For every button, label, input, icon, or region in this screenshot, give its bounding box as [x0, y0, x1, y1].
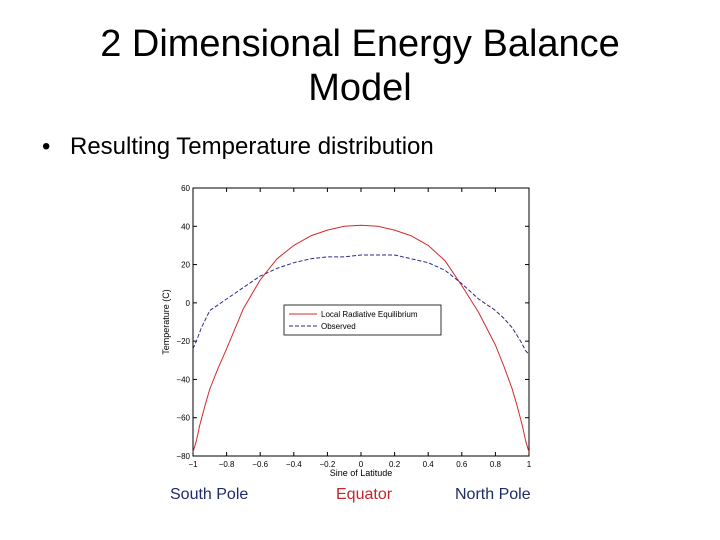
x-tick-label: −0.4	[286, 460, 302, 469]
equator-label: Equator	[336, 486, 393, 503]
legend-entry-label: Observed	[321, 322, 356, 331]
x-tick-label: 1	[527, 460, 532, 469]
x-tick-label: 0.4	[423, 460, 435, 469]
y-tick-label: −20	[176, 337, 190, 346]
legend-box	[283, 304, 442, 336]
bullet-text: Resulting Temperature distribution	[70, 133, 434, 160]
y-tick-label: 20	[181, 261, 190, 270]
title-line-1: 2 Dimensional Energy Balance	[100, 23, 620, 65]
x-tick-label: −0.8	[219, 460, 235, 469]
bullet-point: • Resulting Temperature distribution	[42, 131, 434, 163]
series-line-radiative-equilibrium	[192, 224, 530, 453]
x-tick-label: 0.2	[389, 460, 401, 469]
x-tick-label: −0.2	[320, 460, 336, 469]
slide-title: 2 Dimensional Energy Balance Model	[40, 22, 680, 110]
y-tick-label: 0	[186, 299, 191, 308]
x-axis-label: Sine of Latitude	[330, 468, 393, 478]
title-line-2: Model	[308, 67, 412, 109]
x-tick-label: −0.6	[252, 460, 268, 469]
bullet-dot: •	[42, 133, 51, 160]
north-pole-label: North Pole	[455, 486, 531, 503]
y-tick-label: 60	[181, 184, 190, 193]
x-tick-label: 0.6	[456, 460, 468, 469]
y-tick-label: 40	[181, 222, 190, 231]
x-tick-label: 0.8	[490, 460, 502, 469]
legend-entry-label: Local Radiative Equilibrium	[321, 310, 418, 319]
y-tick-label: −60	[176, 414, 190, 423]
south-pole-label: South Pole	[170, 486, 249, 503]
series-line-observed	[192, 254, 530, 355]
x-tick-label: −1	[188, 460, 198, 469]
y-axis-label: Temperature (C)	[161, 289, 171, 355]
y-tick-label: −40	[176, 375, 190, 384]
x-tick-label: 0	[359, 460, 364, 469]
y-tick-label: −80	[176, 452, 190, 461]
